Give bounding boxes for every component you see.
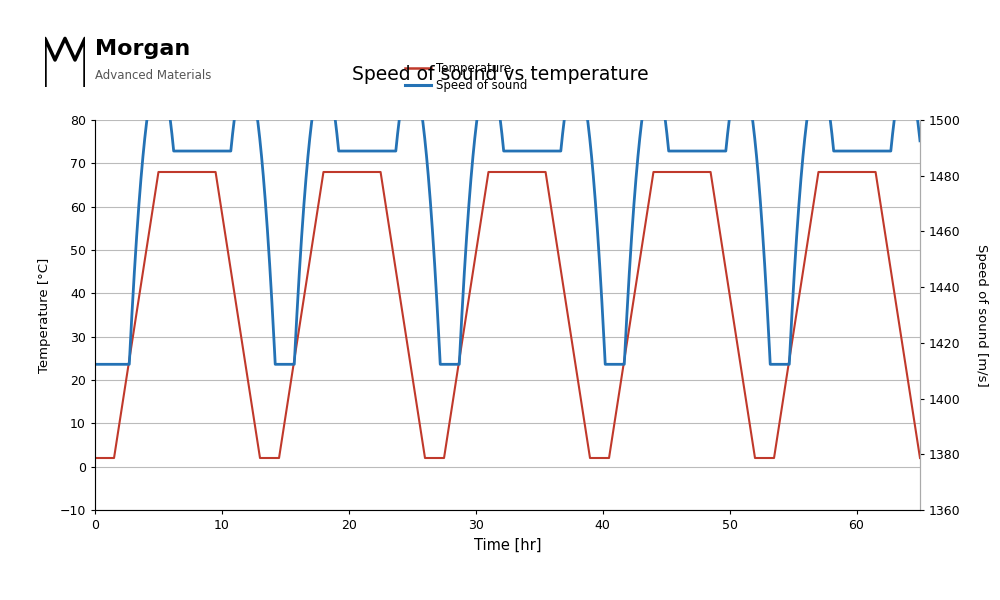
Text: Speed of sound vs temperature: Speed of sound vs temperature <box>352 65 648 85</box>
X-axis label: Time [hr]: Time [hr] <box>474 538 541 553</box>
Legend: Temperature, Speed of sound: Temperature, Speed of sound <box>400 58 533 97</box>
Y-axis label: Temperature [°C]: Temperature [°C] <box>38 257 51 373</box>
Y-axis label: Speed of sound [m/s]: Speed of sound [m/s] <box>975 244 988 386</box>
Text: Advanced Materials: Advanced Materials <box>95 69 211 82</box>
Polygon shape <box>45 92 85 125</box>
Text: Morgan: Morgan <box>95 39 190 59</box>
